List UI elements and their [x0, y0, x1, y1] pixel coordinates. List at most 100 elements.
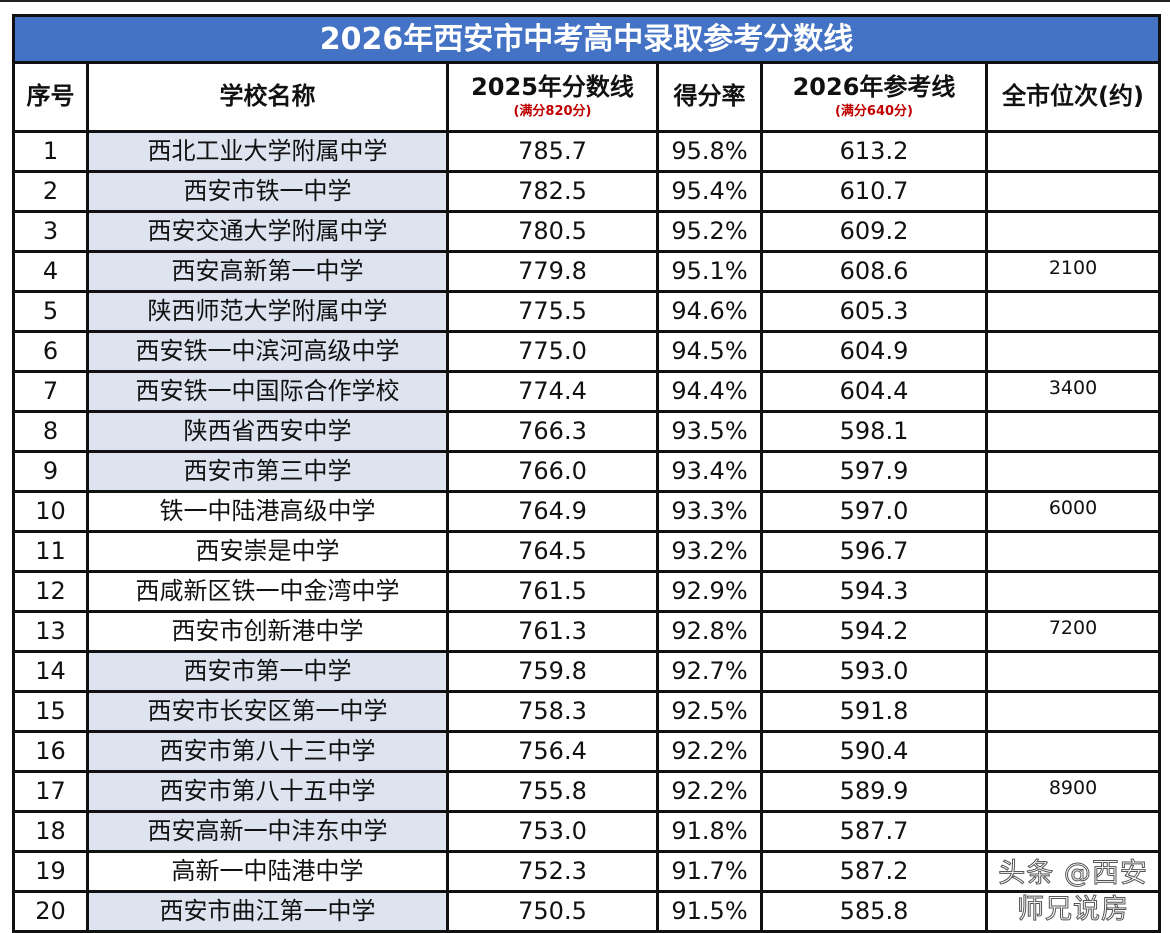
header-score2025-label: 2025年分数线 [471, 72, 634, 101]
cell-no: 4 [12, 250, 89, 293]
cell-ref2026: 589.9 [760, 770, 988, 813]
cell-no: 17 [12, 770, 89, 813]
cell-rate: 92.2% [656, 730, 763, 773]
cell-score2025: 758.3 [446, 690, 659, 733]
cell-no: 19 [12, 850, 89, 893]
cell-rate: 94.6% [656, 290, 763, 333]
cell-rate: 94.4% [656, 370, 763, 413]
table-row: 3 西安交通大学附属中学 780.5 95.2% 609.2 [12, 210, 1162, 253]
cell-school: 西安市创新港中学 [86, 610, 449, 653]
cell-score2025: 764.9 [446, 490, 659, 533]
cell-rank [984, 290, 1162, 333]
cell-school: 西安市铁一中学 [86, 170, 449, 213]
cell-school: 西安高新一中沣东中学 [86, 810, 449, 853]
cell-score2025: 775.0 [446, 330, 659, 373]
cell-rank [984, 730, 1162, 773]
cell-score2025: 753.0 [446, 810, 659, 853]
header-row: 序号 学校名称 2025年分数线 (满分820分) 得分率 2026年参考线 (满分… [12, 61, 1162, 133]
cell-rate: 92.8% [656, 610, 763, 653]
cell-score2025: 775.5 [446, 290, 659, 333]
header-ref2026: 2026年参考线 (满分640分) [760, 61, 988, 133]
cell-school: 高新一中陆港中学 [86, 850, 449, 893]
table-title: 2026年西安市中考高中录取参考分数线 [11, 14, 1162, 64]
cell-ref2026: 594.2 [760, 610, 988, 653]
cell-rank: 7200 [984, 610, 1162, 653]
cell-ref2026: 587.7 [760, 810, 988, 853]
cell-no: 1 [12, 130, 89, 173]
cell-ref2026: 609.2 [760, 210, 988, 253]
cell-score2025: 785.7 [446, 130, 659, 173]
cell-rate: 95.1% [656, 250, 763, 293]
cell-ref2026: 585.8 [760, 890, 988, 933]
cell-no: 7 [12, 370, 89, 413]
cell-school: 西安市第一中学 [86, 650, 449, 693]
cell-rank [984, 530, 1162, 573]
cell-rate: 95.2% [656, 210, 763, 253]
table-row: 14 西安市第一中学 759.8 92.7% 593.0 [12, 650, 1162, 693]
cell-score2025: 766.0 [446, 450, 659, 493]
cell-rate: 91.8% [656, 810, 763, 853]
cell-no: 13 [12, 610, 89, 653]
cell-rank [984, 330, 1162, 373]
cell-rank [984, 810, 1162, 853]
cell-rank: 6000 [984, 490, 1162, 533]
cell-no: 15 [12, 690, 89, 733]
header-rank: 全市位次(约) [984, 61, 1162, 133]
cell-ref2026: 593.0 [760, 650, 988, 693]
cell-school: 西安市长安区第一中学 [86, 690, 449, 733]
cell-no: 14 [12, 650, 89, 693]
header-no: 序号 [12, 61, 89, 133]
cell-rank [984, 410, 1162, 453]
cell-score2025: 752.3 [446, 850, 659, 893]
cell-rank: 3400 [984, 370, 1162, 413]
header-ref2026-label: 2026年参考线 [792, 72, 956, 101]
cell-score2025: 782.5 [446, 170, 659, 213]
cell-school: 西安高新第一中学 [86, 250, 449, 293]
score-table: 2026年西安市中考高中录取参考分数线 序号 学校名称 2025年分数线 (满分8… [11, 14, 1162, 933]
cell-school: 西安市第八十三中学 [86, 730, 449, 773]
cell-no: 6 [12, 330, 89, 373]
header-score2025: 2025年分数线 (满分820分) [446, 61, 659, 133]
cell-ref2026: 598.1 [760, 410, 988, 453]
cell-no: 11 [12, 530, 89, 573]
cell-ref2026: 604.9 [760, 330, 988, 373]
cell-rate: 93.4% [656, 450, 763, 493]
cell-rank [984, 570, 1162, 613]
cell-ref2026: 597.9 [760, 450, 988, 493]
table-row: 19 高新一中陆港中学 752.3 91.7% 587.2 [12, 850, 1162, 893]
cell-ref2026: 608.6 [760, 250, 988, 293]
cell-rank: 8900 [984, 770, 1162, 813]
table-row: 7 西安铁一中国际合作学校 774.4 94.4% 604.4 3400 [12, 370, 1162, 413]
cell-no: 3 [12, 210, 89, 253]
cell-score2025: 750.5 [446, 890, 659, 933]
header-school: 学校名称 [86, 61, 449, 133]
cell-ref2026: 597.0 [760, 490, 988, 533]
cell-rank [984, 130, 1162, 173]
cell-rank [984, 850, 1162, 893]
table-row: 6 西安铁一中滨河高级中学 775.0 94.5% 604.9 [12, 330, 1162, 373]
header-score2025-sub: (满分820分) [513, 104, 592, 120]
cell-ref2026: 594.3 [760, 570, 988, 613]
cell-school: 西安铁一中滨河高级中学 [86, 330, 449, 373]
table-row: 15 西安市长安区第一中学 758.3 92.5% 591.8 [12, 690, 1162, 733]
cell-rate: 93.3% [656, 490, 763, 533]
table-row: 1 西北工业大学附属中学 785.7 95.8% 613.2 [12, 130, 1162, 173]
table-row: 13 西安市创新港中学 761.3 92.8% 594.2 7200 [12, 610, 1162, 653]
cell-ref2026: 590.4 [760, 730, 988, 773]
cell-school: 西北工业大学附属中学 [86, 130, 449, 173]
cell-rate: 91.5% [656, 890, 763, 933]
cell-rate: 92.7% [656, 650, 763, 693]
cell-score2025: 779.8 [446, 250, 659, 293]
cell-no: 20 [12, 890, 89, 933]
header-rate: 得分率 [656, 61, 763, 133]
cell-no: 10 [12, 490, 89, 533]
cell-rate: 94.5% [656, 330, 763, 373]
table-row: 2 西安市铁一中学 782.5 95.4% 610.7 [12, 170, 1162, 213]
cell-score2025: 761.3 [446, 610, 659, 653]
header-ref2026-sub: (满分640分) [834, 104, 914, 120]
cell-rate: 93.5% [656, 410, 763, 453]
table-row: 11 西安崇是中学 764.5 93.2% 596.7 [12, 530, 1162, 573]
cell-score2025: 764.5 [446, 530, 659, 573]
cell-no: 18 [12, 810, 89, 853]
cell-school: 西安崇是中学 [86, 530, 449, 573]
